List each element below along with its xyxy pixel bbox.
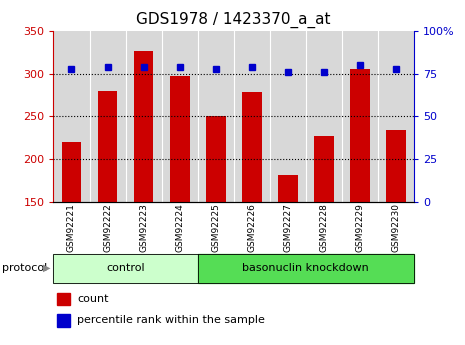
Bar bbox=[242, 92, 262, 202]
Text: count: count bbox=[77, 294, 108, 304]
Bar bbox=[53, 254, 198, 283]
Bar bbox=[306, 31, 342, 202]
Bar bbox=[89, 31, 126, 202]
Text: control: control bbox=[106, 263, 145, 273]
Bar bbox=[198, 254, 414, 283]
Bar bbox=[206, 117, 226, 202]
Bar bbox=[233, 31, 270, 202]
Bar bbox=[270, 31, 306, 202]
Bar bbox=[53, 31, 89, 202]
Bar bbox=[170, 76, 190, 202]
Bar bbox=[57, 314, 70, 327]
Bar bbox=[314, 136, 334, 202]
Bar bbox=[61, 142, 81, 202]
Bar bbox=[378, 31, 414, 202]
Text: protocol: protocol bbox=[2, 263, 47, 273]
Bar bbox=[57, 293, 70, 305]
Bar bbox=[98, 91, 118, 202]
Bar bbox=[386, 130, 406, 202]
Bar bbox=[278, 175, 298, 202]
Bar bbox=[350, 69, 370, 202]
Text: percentile rank within the sample: percentile rank within the sample bbox=[77, 315, 265, 325]
Bar bbox=[198, 31, 233, 202]
Bar bbox=[161, 31, 198, 202]
Text: ▶: ▶ bbox=[43, 263, 50, 273]
Text: basonuclin knockdown: basonuclin knockdown bbox=[242, 263, 369, 273]
Title: GDS1978 / 1423370_a_at: GDS1978 / 1423370_a_at bbox=[136, 12, 331, 28]
Bar bbox=[342, 31, 378, 202]
Bar bbox=[126, 31, 161, 202]
Bar bbox=[133, 51, 153, 202]
